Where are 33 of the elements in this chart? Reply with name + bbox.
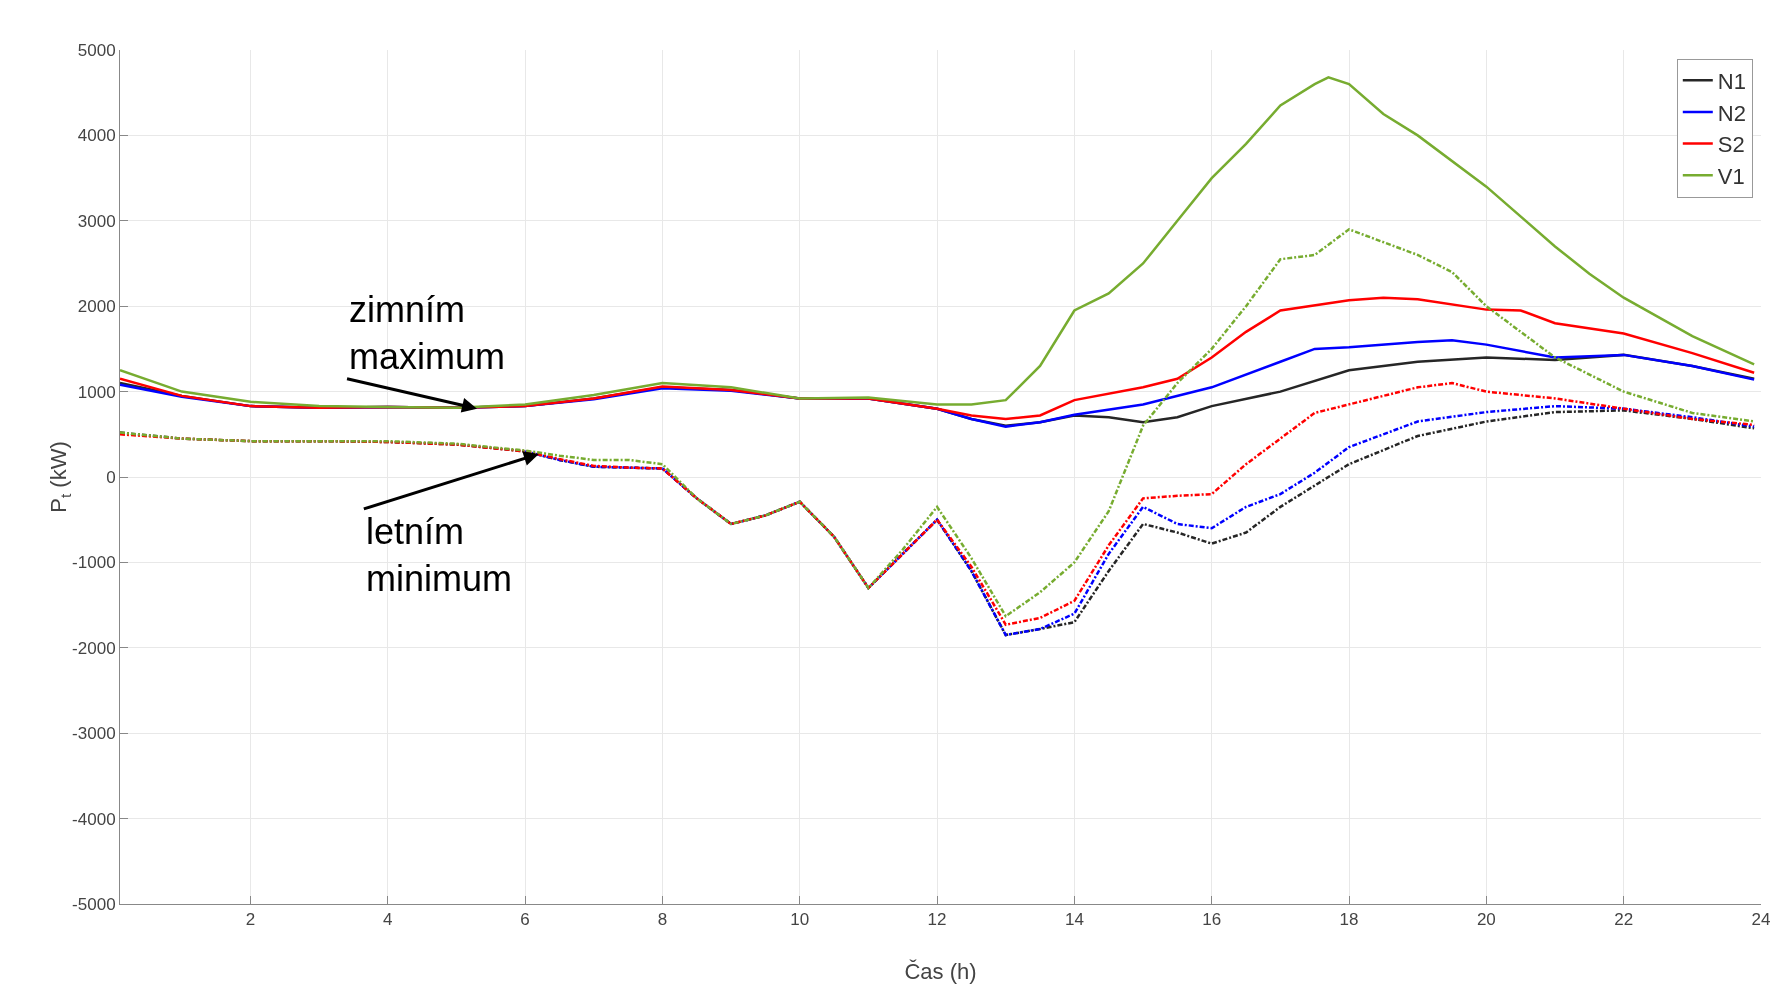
x-tick-label: 4 (383, 910, 393, 930)
x-tick-label: 14 (1064, 910, 1084, 930)
y-tick-label: 4000 (77, 126, 116, 146)
x-tick-label: 22 (1614, 910, 1634, 930)
x-tick-label: 12 (927, 910, 947, 930)
x-tick-label: 10 (790, 910, 810, 930)
legend-label: V1 (1717, 163, 1745, 189)
x-tick-label: 18 (1339, 910, 1359, 930)
x-tick-label: 2 (245, 910, 256, 930)
legend-label: S2 (1717, 132, 1745, 158)
x-tick-label: 20 (1476, 910, 1496, 930)
x-tick-label: 16 (1202, 910, 1222, 930)
legend-label: N2 (1717, 100, 1746, 126)
x-tick-label: 6 (520, 910, 530, 930)
line-series (523, 404, 1756, 637)
y-tick-label: -2000 (72, 638, 116, 658)
y-tick-label: 2000 (77, 297, 116, 317)
x-axis-title: Čas (h) (904, 959, 977, 984)
annotation: letním minimum (366, 511, 513, 599)
y-tick-label: 5000 (77, 40, 116, 60)
x-tick-label: 24 (1751, 910, 1771, 930)
annotation: zimním maximum (349, 289, 506, 377)
y-tick-label: 0 (106, 467, 116, 487)
y-tick-label: 1000 (77, 382, 116, 402)
x-tick-label: 8 (657, 910, 668, 930)
y-tick-label: 3000 (77, 211, 116, 231)
line-series (120, 76, 1756, 410)
y-tick-label: -3000 (72, 724, 116, 744)
y-tick-label: -4000 (72, 809, 116, 829)
line-series (120, 228, 1756, 618)
y-tick-label: -1000 (72, 553, 116, 573)
y-tick-label: -5000 (72, 894, 116, 914)
legend-label: N1 (1717, 68, 1746, 94)
